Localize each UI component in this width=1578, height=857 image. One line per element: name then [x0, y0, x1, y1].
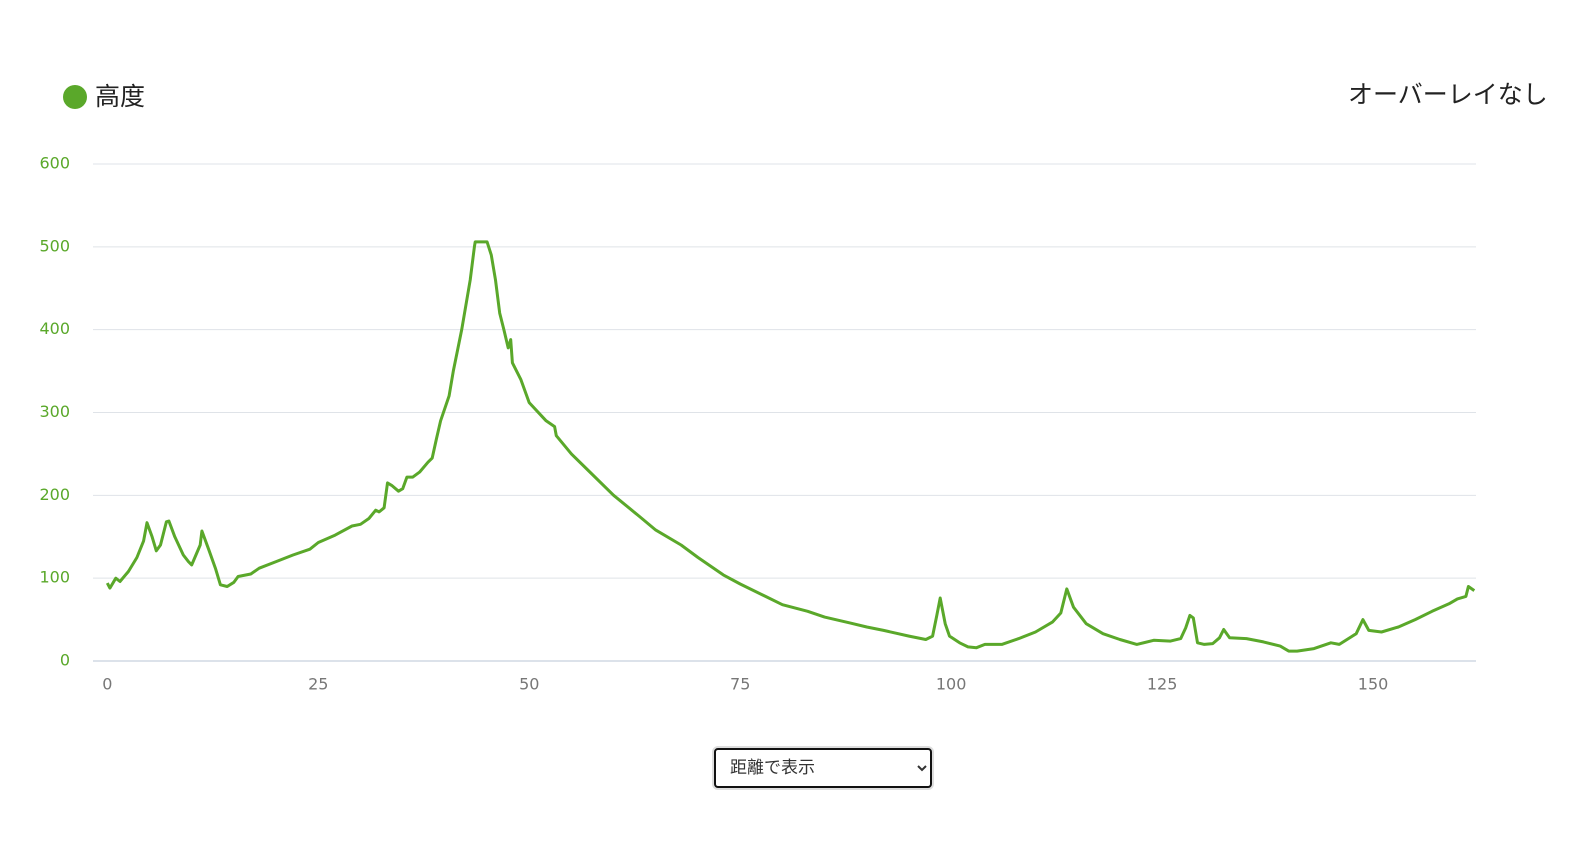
x-tick-label: 125: [1147, 675, 1178, 694]
x-tick-label: 0: [102, 675, 112, 694]
y-tick-label: 200: [39, 485, 70, 504]
y-tick-label: 300: [39, 402, 70, 421]
x-tick-label: 100: [936, 675, 967, 694]
legend-label: 高度: [95, 82, 145, 111]
x-tick-label: 25: [308, 675, 328, 694]
axis-mode-select[interactable]: 距離で表示: [714, 748, 932, 788]
legend-dot: [63, 85, 87, 109]
x-tick-label: 150: [1358, 675, 1389, 694]
y-tick-label: 500: [39, 236, 70, 255]
y-tick-label: 400: [39, 319, 70, 338]
x-tick-label: 50: [519, 675, 539, 694]
overlay-label[interactable]: オーバーレイなし: [1348, 80, 1548, 109]
y-tick-label: 100: [39, 568, 70, 587]
elevation-line: [105, 240, 1476, 653]
y-tick-label: 0: [60, 651, 70, 670]
x-tick-label: 75: [730, 675, 750, 694]
y-tick-label: 600: [39, 154, 70, 173]
